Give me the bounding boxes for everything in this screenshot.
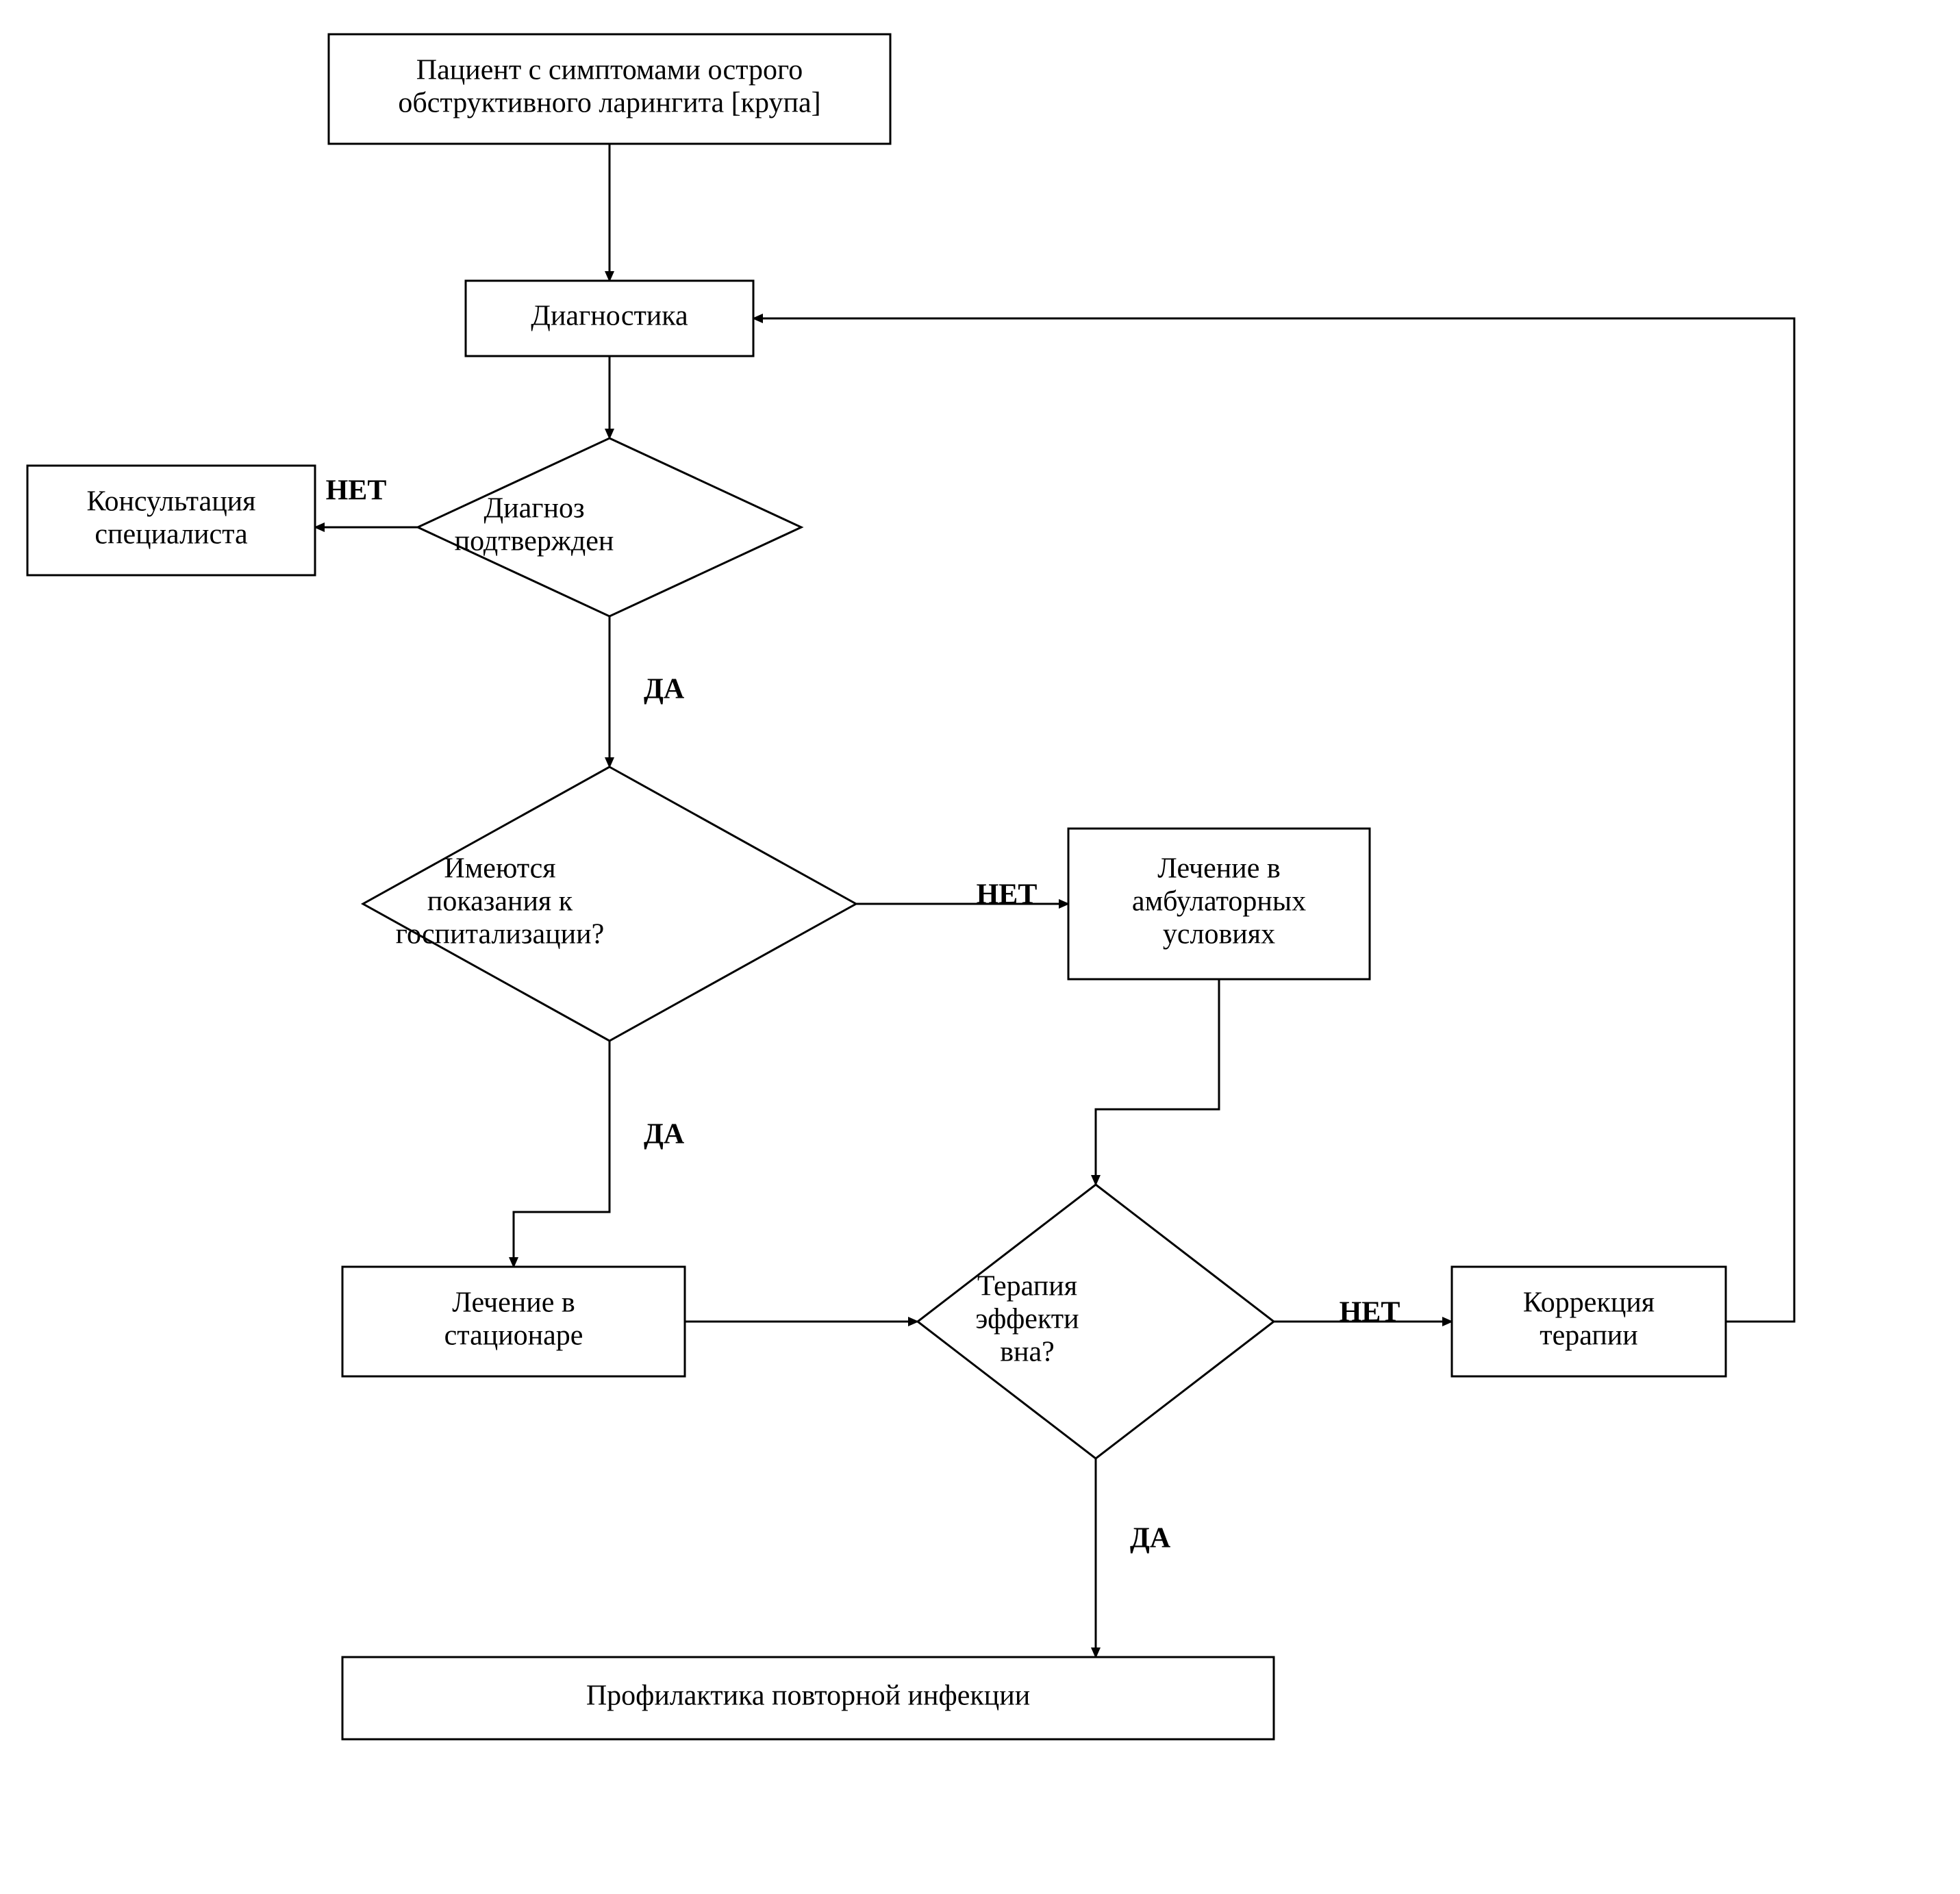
edge-label-indic-inpatient: ДА bbox=[644, 1119, 685, 1150]
node-diag: Диагностика bbox=[466, 281, 753, 356]
node-indic-line-1: показания к bbox=[427, 886, 573, 918]
flowchart-canvas: Пациент с симптомами острогообструктивно… bbox=[0, 0, 1960, 1894]
edge-label-effective-prevention: ДА bbox=[1130, 1523, 1171, 1554]
edge-outpatient-effective bbox=[1096, 979, 1219, 1185]
edge-label-confirm-consult: НЕТ bbox=[326, 475, 387, 507]
node-start-line-0: Пациент с симптомами острого bbox=[416, 55, 803, 86]
node-inpatient-line-0: Лечение в bbox=[452, 1287, 575, 1319]
node-correction-line-0: Коррекция bbox=[1523, 1287, 1655, 1319]
edge-label-effective-correction: НЕТ bbox=[1340, 1297, 1400, 1328]
node-correction-line-1: терапии bbox=[1540, 1320, 1638, 1352]
edge-indic-inpatient bbox=[514, 1041, 610, 1267]
node-outpatient-line-0: Лечение в bbox=[1157, 853, 1280, 885]
node-start-line-1: обструктивного ларингита [крупа] bbox=[398, 88, 820, 119]
node-effective-line-1: эффекти bbox=[975, 1304, 1079, 1335]
node-outpatient-line-1: амбулаторных bbox=[1132, 886, 1306, 918]
node-effective: Терапияэффективна? bbox=[918, 1185, 1274, 1459]
node-confirm-line-0: Диагноз bbox=[483, 493, 584, 525]
node-inpatient-line-1: стационаре bbox=[444, 1320, 583, 1352]
node-inpatient: Лечение встационаре bbox=[342, 1267, 685, 1376]
node-start: Пациент с симптомами острогообструктивно… bbox=[329, 34, 890, 144]
node-indic-line-0: Имеются bbox=[444, 853, 555, 885]
edge-correction-diag bbox=[753, 318, 1794, 1322]
node-consult-line-1: специалиста bbox=[95, 519, 248, 551]
node-indic: Имеютсяпоказания кгоспитализации? bbox=[363, 767, 856, 1041]
edge-label-confirm-indic: ДА bbox=[644, 674, 685, 705]
node-confirm-line-1: подтвержден bbox=[455, 526, 614, 557]
node-effective-line-0: Терапия bbox=[977, 1271, 1077, 1302]
node-consult-line-0: Консультация bbox=[87, 486, 256, 518]
node-consult: Консультацияспециалиста bbox=[27, 466, 315, 575]
node-prevention: Профилактика повторной инфекции bbox=[342, 1657, 1274, 1739]
node-outpatient: Лечение вамбулаторныхусловиях bbox=[1068, 829, 1370, 979]
node-effective-line-2: вна? bbox=[1000, 1337, 1055, 1368]
node-correction: Коррекциятерапии bbox=[1452, 1267, 1726, 1376]
node-indic-line-2: госпитализации? bbox=[396, 919, 604, 950]
node-prevention-line-0: Профилактика повторной инфекции bbox=[586, 1680, 1030, 1712]
node-outpatient-line-2: условиях bbox=[1163, 919, 1275, 950]
node-diag-line-0: Диагностика bbox=[531, 301, 688, 332]
edge-label-indic-outpatient: НЕТ bbox=[977, 879, 1038, 911]
node-confirm: Диагнозподтвержден bbox=[418, 438, 801, 616]
